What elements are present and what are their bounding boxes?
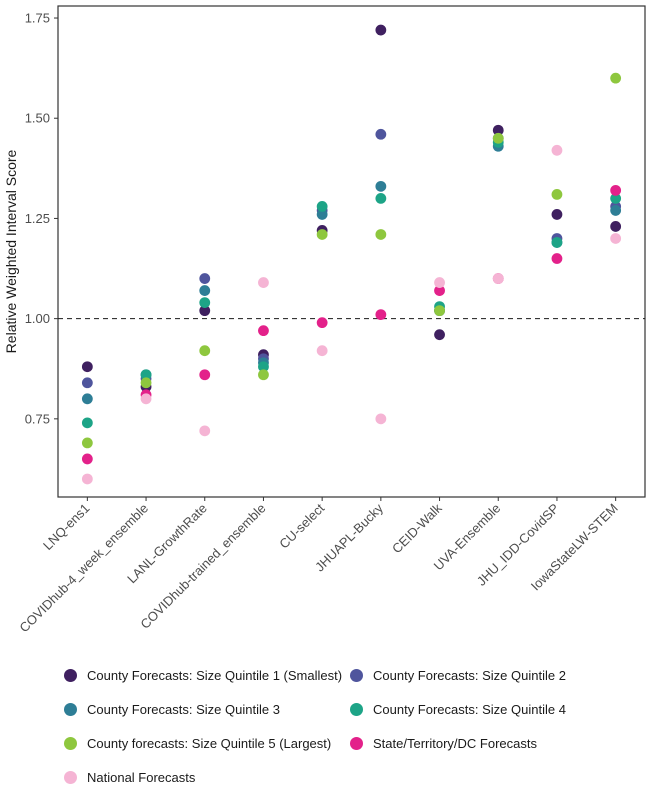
legend-item: County forecasts: Size Quintile 5 (Large… bbox=[64, 736, 350, 751]
legend-dot-icon bbox=[350, 669, 363, 682]
legend-dot-icon bbox=[350, 703, 363, 716]
data-point bbox=[81, 453, 93, 465]
data-point bbox=[316, 229, 328, 240]
legend-dot-icon bbox=[64, 771, 77, 784]
data-point bbox=[610, 221, 622, 232]
legend-label: County Forecasts: Size Quintile 4 bbox=[373, 702, 566, 717]
data-point bbox=[434, 285, 445, 296]
data-point bbox=[81, 417, 93, 429]
y-axis-title: Relative Weighted Interval Score bbox=[3, 149, 19, 353]
x-tick-label: CEID-Walk bbox=[389, 500, 445, 556]
y-tick-label: 1.25 bbox=[25, 211, 50, 226]
data-point bbox=[81, 437, 93, 449]
chart-area: 0.75 1.00 1.25 1.50 1.75 LNQ-ens1 COVIDhub-4_w… bbox=[3, 5, 646, 635]
data-point bbox=[316, 209, 328, 220]
data-point bbox=[199, 305, 211, 317]
plot-panel bbox=[57, 5, 646, 498]
legend: County Forecasts: Size Quintile 1 (Small… bbox=[64, 668, 624, 785]
data-point bbox=[199, 369, 211, 381]
data-point bbox=[375, 413, 387, 425]
legend-label: State/Territory/DC Forecasts bbox=[373, 736, 537, 751]
data-point bbox=[81, 473, 93, 485]
data-point bbox=[140, 369, 152, 381]
data-point bbox=[258, 277, 269, 288]
data-point bbox=[492, 124, 504, 136]
data-point bbox=[375, 192, 387, 204]
data-point bbox=[316, 317, 328, 329]
data-point bbox=[316, 345, 328, 357]
data-point bbox=[375, 309, 387, 321]
data-point bbox=[492, 273, 504, 284]
data-point bbox=[375, 229, 387, 240]
data-point bbox=[258, 361, 269, 373]
data-point bbox=[610, 205, 622, 216]
data-point bbox=[610, 233, 622, 244]
x-tick-label: LNQ-ens1 bbox=[40, 501, 93, 554]
y-tick-label: 1.75 bbox=[25, 11, 50, 26]
data-point bbox=[81, 377, 93, 389]
data-point bbox=[375, 128, 387, 140]
legend-label: County forecasts: Size Quintile 5 (Large… bbox=[87, 736, 332, 751]
legend-item: County Forecasts: Size Quintile 4 bbox=[350, 702, 624, 717]
legend-label: County Forecasts: Size Quintile 3 bbox=[87, 702, 280, 717]
data-point bbox=[199, 425, 211, 437]
legend-item: National Forecasts bbox=[64, 770, 350, 785]
data-point bbox=[551, 144, 563, 156]
data-point bbox=[375, 24, 387, 36]
data-point bbox=[199, 285, 211, 296]
data-point bbox=[434, 277, 445, 288]
data-point bbox=[140, 377, 152, 389]
legend-dot-icon bbox=[64, 669, 77, 682]
y-tick-label: 1.00 bbox=[25, 311, 50, 326]
scatter-plot: 0.751.001.251.501.75LNQ-ens1COVIDhub-4_w… bbox=[3, 5, 646, 635]
legend-item: County Forecasts: Size Quintile 1 (Small… bbox=[64, 668, 350, 683]
data-point bbox=[316, 201, 328, 212]
data-point bbox=[551, 188, 563, 200]
data-point bbox=[434, 305, 445, 317]
data-point bbox=[492, 132, 504, 144]
data-point bbox=[551, 209, 563, 220]
data-point bbox=[140, 393, 152, 405]
data-point bbox=[610, 72, 622, 84]
data-point bbox=[258, 325, 269, 337]
legend-item: County Forecasts: Size Quintile 3 bbox=[64, 702, 350, 717]
x-tick-label: CU-select bbox=[276, 500, 327, 551]
legend-item: State/Territory/DC Forecasts bbox=[350, 736, 624, 751]
y-tick-label: 1.50 bbox=[25, 111, 50, 126]
legend-dot-icon bbox=[350, 737, 363, 750]
data-point bbox=[434, 329, 445, 341]
data-point bbox=[551, 237, 563, 248]
data-point bbox=[199, 345, 211, 357]
data-point bbox=[375, 180, 387, 192]
legend-label: County Forecasts: Size Quintile 2 bbox=[373, 668, 566, 683]
legend-label: National Forecasts bbox=[87, 770, 196, 785]
data-point bbox=[610, 184, 622, 196]
data-point bbox=[610, 192, 622, 204]
data-point bbox=[551, 253, 563, 264]
legend-dot-icon bbox=[64, 703, 77, 716]
legend-item: County Forecasts: Size Quintile 2 bbox=[350, 668, 624, 683]
data-point bbox=[81, 361, 93, 373]
data-point bbox=[81, 393, 93, 405]
x-tick-label: COVIDhub-trained_ensemble bbox=[137, 501, 268, 632]
data-point bbox=[258, 369, 269, 381]
data-point bbox=[199, 273, 211, 284]
legend-label: County Forecasts: Size Quintile 1 (Small… bbox=[87, 668, 343, 683]
data-point bbox=[199, 297, 211, 309]
y-tick-label: 0.75 bbox=[25, 411, 50, 426]
legend-dot-icon bbox=[64, 737, 77, 750]
